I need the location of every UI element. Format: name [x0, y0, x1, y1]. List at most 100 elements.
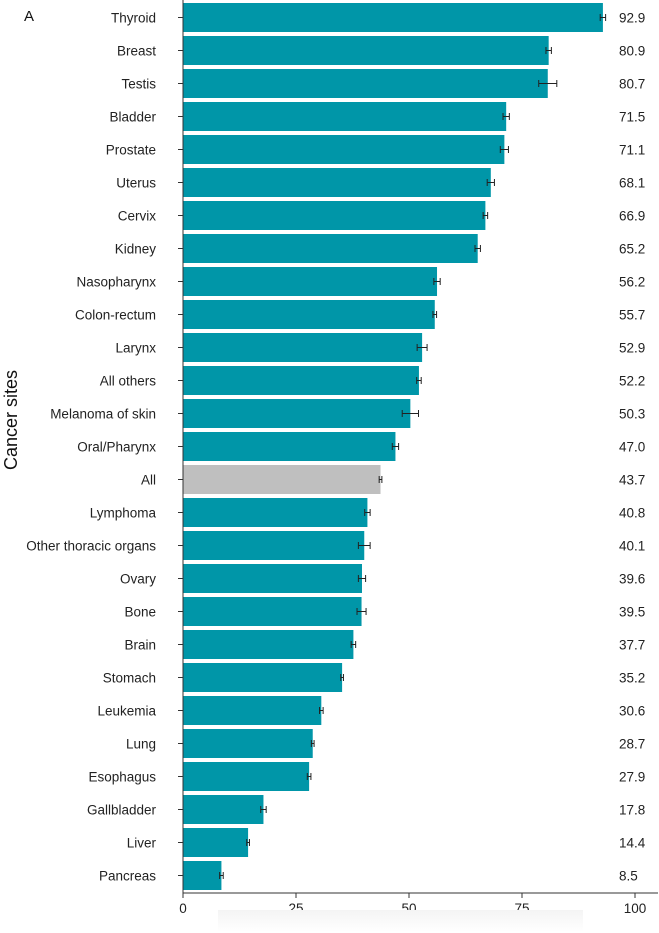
value-label: 66.9 — [619, 209, 645, 224]
value-label: 14.4 — [619, 836, 646, 851]
error-bar — [482, 212, 489, 219]
category-label: Bone — [124, 605, 156, 620]
category-label: All — [141, 473, 156, 488]
error-bar — [499, 146, 509, 153]
category-label: Breast — [117, 44, 156, 59]
value-label: 71.5 — [619, 110, 645, 125]
category-label: Prostate — [106, 143, 156, 158]
page-bleed-strip — [218, 910, 583, 932]
bar — [183, 795, 264, 824]
category-label: Lung — [126, 737, 156, 752]
bar — [183, 630, 354, 659]
value-label: 55.7 — [619, 308, 645, 323]
category-label: Thyroid — [111, 11, 156, 26]
error-bar — [416, 344, 428, 351]
bar — [183, 465, 381, 494]
value-label: 17.8 — [619, 803, 645, 818]
category-label: Melanoma of skin — [50, 407, 156, 422]
category-label: Gallbladder — [87, 803, 157, 818]
bar — [183, 102, 507, 131]
bar — [183, 564, 362, 593]
error-bar — [350, 641, 357, 648]
bar — [183, 3, 603, 32]
error-bar — [319, 707, 324, 714]
category-label: Stomach — [103, 671, 156, 686]
error-bar — [502, 113, 510, 120]
category-label: All others — [100, 374, 157, 389]
value-label: 47.0 — [619, 440, 645, 455]
bar — [183, 300, 435, 329]
error-bar — [433, 278, 441, 285]
value-label: 43.7 — [619, 473, 645, 488]
error-bar — [357, 575, 367, 582]
category-label: Leukemia — [97, 704, 156, 719]
value-label: 40.8 — [619, 506, 645, 521]
category-label: Colon-rectum — [75, 308, 156, 323]
category-label: Kidney — [115, 242, 157, 257]
bar — [183, 861, 222, 890]
bar — [183, 663, 343, 692]
category-label: Pancreas — [99, 869, 156, 884]
error-bar — [260, 806, 267, 813]
category-label: Cervix — [118, 209, 157, 224]
bar — [183, 36, 549, 65]
error-bar — [378, 476, 383, 483]
error-bar — [474, 245, 481, 252]
value-label: 37.7 — [619, 638, 645, 653]
error-bar — [401, 410, 419, 417]
error-bar — [356, 608, 367, 615]
value-label: 56.2 — [619, 275, 645, 290]
value-label: 35.2 — [619, 671, 645, 686]
error-bar — [246, 839, 250, 846]
bar — [183, 366, 419, 395]
value-label: 39.5 — [619, 605, 645, 620]
value-label: 80.7 — [619, 77, 645, 92]
error-bar — [599, 14, 607, 21]
bar — [183, 498, 368, 527]
bar — [183, 432, 396, 461]
value-label: 71.1 — [619, 143, 645, 158]
category-label: Oral/Pharynx — [77, 440, 156, 455]
bar — [183, 267, 438, 296]
value-labels-group: 92.9 80.9 80.7 71.5 71.1 68.1 66.9 65.2 56.2 55.7… — [619, 11, 646, 884]
category-label: Nasopharynx — [76, 275, 156, 290]
bar — [183, 729, 313, 758]
error-bar — [310, 740, 315, 747]
value-label: 27.9 — [619, 770, 645, 785]
bar — [183, 201, 486, 230]
category-label: Lymphoma — [90, 506, 157, 521]
value-label: 28.7 — [619, 737, 645, 752]
bar — [183, 696, 322, 725]
bar — [183, 69, 548, 98]
bar — [183, 399, 411, 428]
category-label: Brain — [124, 638, 156, 653]
panel-label: A — [24, 8, 34, 25]
category-label: Bladder — [109, 110, 156, 125]
bar — [183, 333, 423, 362]
value-label: 52.2 — [619, 374, 645, 389]
category-label: Esophagus — [88, 770, 156, 785]
value-label: 92.9 — [619, 11, 645, 26]
bar — [183, 234, 478, 263]
value-label: 52.9 — [619, 341, 645, 356]
error-bar — [364, 509, 371, 516]
bars-group — [183, 3, 603, 890]
y-axis-title: Cancer sites — [1, 370, 21, 470]
category-label: Uterus — [116, 176, 156, 191]
bar — [183, 531, 365, 560]
error-bar — [357, 542, 371, 549]
bar — [183, 828, 249, 857]
error-bar — [538, 80, 558, 87]
error-bar — [416, 377, 422, 384]
category-label: Liver — [127, 836, 157, 851]
error-bar — [219, 872, 224, 879]
value-label: 40.1 — [619, 539, 645, 554]
error-bar — [432, 311, 438, 318]
category-label: Larynx — [115, 341, 156, 356]
error-bar — [486, 179, 495, 186]
value-label: 30.6 — [619, 704, 645, 719]
error-bar — [391, 443, 400, 450]
category-labels-group: Thyroid Breast Testis Bladder Prostate Uterus… — [26, 11, 183, 884]
value-label: 8.5 — [619, 869, 638, 884]
